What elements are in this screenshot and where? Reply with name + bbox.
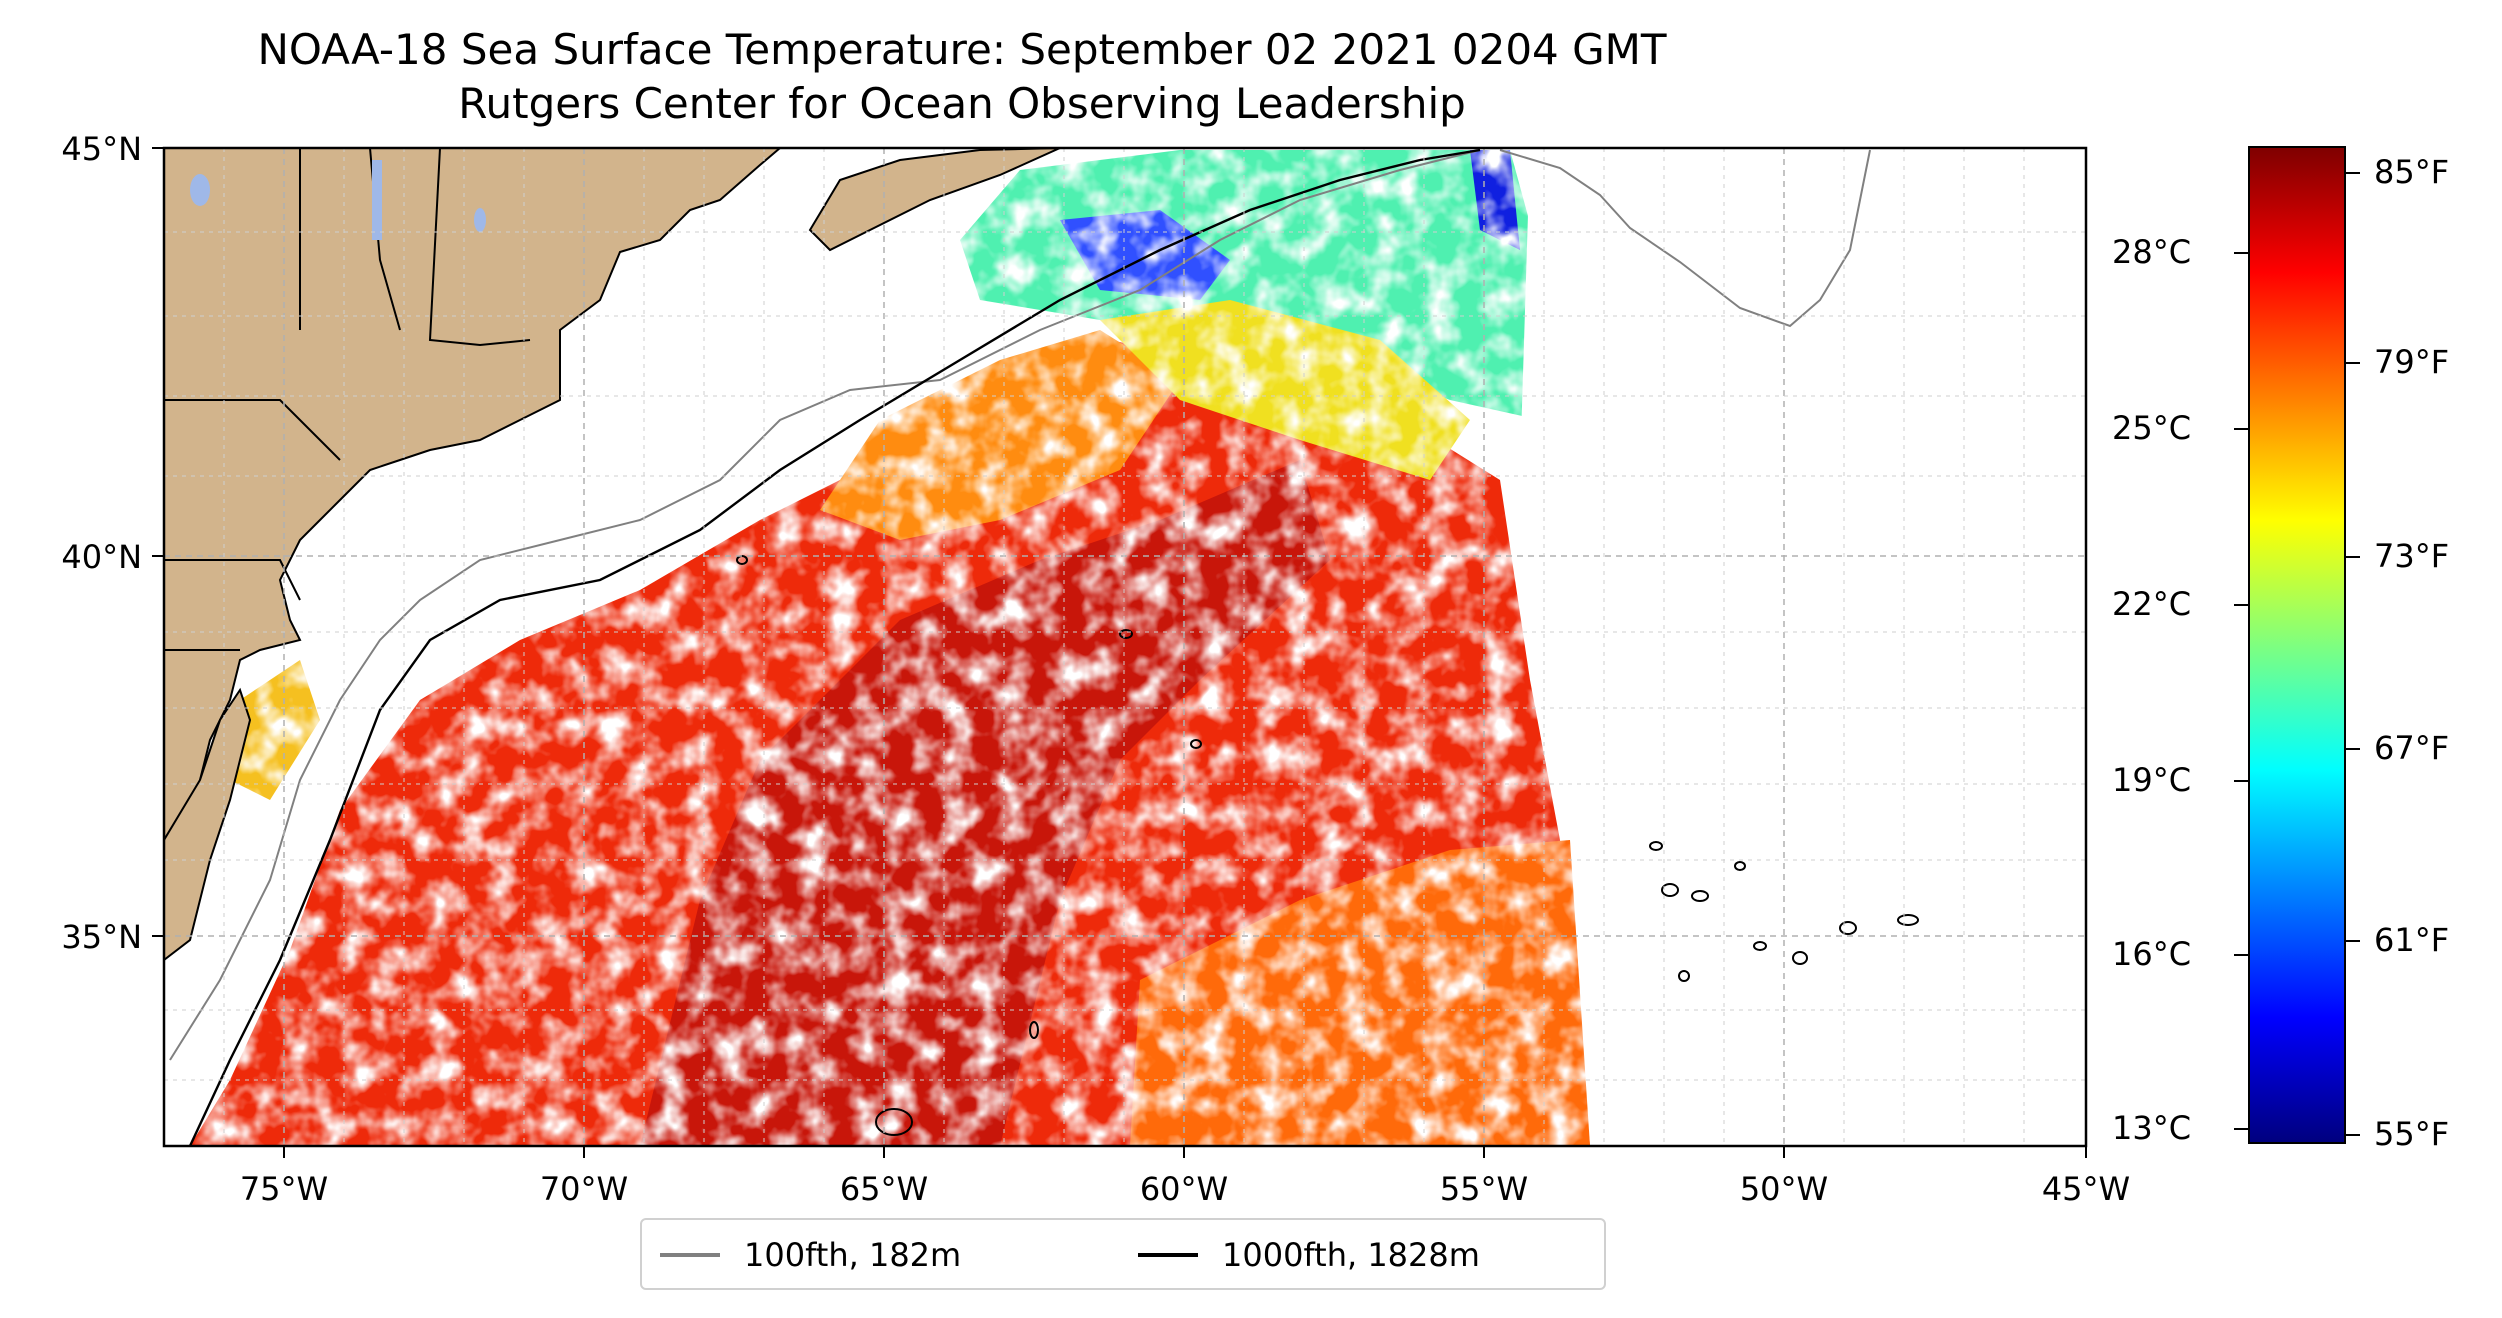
minor-gridlines [164, 148, 2086, 1146]
map-subtitle: Rutgers Center for Ocean Observing Leade… [458, 79, 1466, 128]
map-title: NOAA-18 Sea Surface Temperature: Septemb… [257, 25, 1667, 74]
lon-label-55w: 55°W [1440, 1170, 1528, 1208]
no-data-east [1545, 148, 2086, 1146]
cbar-c-tick [2234, 252, 2248, 254]
legend-swatch-gray [660, 1253, 720, 1257]
gridlines [164, 148, 2086, 1146]
cbar-c-tick [2234, 1128, 2248, 1130]
cbar-f-tick [2346, 1134, 2360, 1136]
cbar-c-tick [2234, 780, 2248, 782]
cbar-c-tick [2234, 954, 2248, 956]
legend-item-1000fth: 1000fth, 1828m [1138, 1236, 1480, 1274]
temperature-colorbar [2248, 146, 2346, 1144]
land-nova-scotia [808, 148, 1061, 252]
cbar-f-tick [2346, 556, 2360, 558]
legend-label-1000fth: 1000fth, 1828m [1222, 1236, 1480, 1274]
isobath-legend: 100fth, 182m 1000fth, 1828m [640, 1218, 1606, 1290]
cbar-f-61: 61°F [2374, 921, 2450, 959]
cbar-f-67: 67°F [2374, 729, 2450, 767]
legend-label-100fth: 100fth, 182m [744, 1236, 962, 1274]
cbar-f-tick [2346, 172, 2360, 174]
isobath-1000fth [188, 148, 1481, 1146]
land-delmarva [164, 687, 252, 962]
lakes [190, 160, 486, 240]
cbar-c-22: 22°C [2112, 585, 2192, 623]
cbar-c-tick [2234, 604, 2248, 606]
cbar-c-16: 16°C [2112, 935, 2192, 973]
lon-label-60w: 60°W [1140, 1170, 1228, 1208]
lon-label-45w: 45°W [2042, 1170, 2130, 1208]
isobath-100fth [169, 149, 1871, 1061]
cbar-c-13: 13°C [2112, 1109, 2192, 1147]
axis-tick-marks [152, 147, 2087, 1158]
cbar-c-25: 25°C [2112, 409, 2192, 447]
cbar-c-19: 19°C [2112, 761, 2192, 799]
no-data-gap [1520, 150, 1545, 480]
lat-label-35: 35°N [61, 918, 142, 956]
lat-label-40: 40°N [61, 538, 142, 576]
cbar-f-tick [2346, 748, 2360, 750]
cbar-f-85: 85°F [2374, 153, 2450, 191]
cbar-c-tick [2234, 428, 2248, 430]
lon-label-65w: 65°W [840, 1170, 928, 1208]
lon-label-70w: 70°W [540, 1170, 628, 1208]
cbar-f-tick [2346, 362, 2360, 364]
seamounts [736, 555, 1919, 1136]
cbar-f-tick [2346, 940, 2360, 942]
legend-item-100fth: 100fth, 182m [660, 1236, 961, 1274]
lat-label-45: 45°N [61, 130, 142, 168]
cbar-c-28: 28°C [2112, 233, 2192, 271]
cbar-f-55: 55°F [2374, 1115, 2450, 1153]
map-frame [162, 146, 2088, 1148]
cbar-f-79: 79°F [2374, 343, 2450, 381]
cbar-f-73: 73°F [2374, 537, 2450, 575]
lon-label-50w: 50°W [1740, 1170, 1828, 1208]
sst-field [164, 148, 2086, 1146]
lon-label-75w: 75°W [240, 1170, 328, 1208]
legend-swatch-black [1138, 1253, 1198, 1257]
